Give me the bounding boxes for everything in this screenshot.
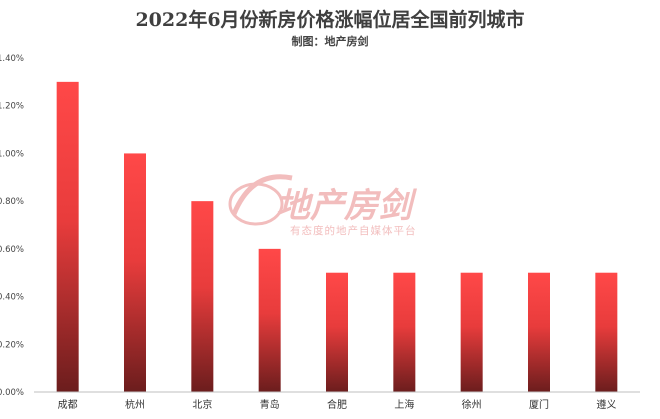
y-tick-label: 1.00% [0,149,24,159]
y-tick-label: 0.40% [0,293,24,303]
x-tick-label: 徐州 [462,398,482,411]
x-tick-label: 成都 [58,399,78,411]
watermark-slogan: 有态度的地产自媒体平台 [290,224,417,237]
x-tick-label: 杭州 [125,398,145,411]
bar-徐州 [460,272,483,392]
y-axis: 0.00% 0.20% 0.40% 0.60% 0.80% 1.00% 1.20% 1.40% [0,54,24,398]
bar-成都 [56,81,79,392]
y-tick-label: 0.20% [0,340,24,350]
x-tick-label: 合肥 [327,398,347,411]
bar-合肥 [326,272,348,392]
x-tick-label: 青岛 [260,398,280,411]
watermark-logo-icon [228,174,293,226]
watermark: 地产房剑 有态度的地产自媒体平台 [228,174,417,237]
y-tick-label: 0.00% [0,388,24,398]
x-axis: 成都 杭州 北京 青岛 合肥 上海 徐州 厦门 遵义 [34,391,640,411]
y-tick-label: 0.60% [0,245,24,255]
chart-title: 2022年6月份新房价格涨幅位居全国前列城市 [135,8,524,31]
y-tick-label: 1.40% [0,54,24,64]
bar-遵义 [595,272,618,392]
bar-杭州 [124,153,146,392]
x-tick-label: 遵义 [596,398,616,411]
bars [56,81,618,392]
chart-subtitle: 制图：地产房剑 [292,34,369,48]
bar-青岛 [258,248,281,392]
x-tick-label: 上海 [394,398,414,411]
x-tick-label: 北京 [192,398,212,411]
bar-上海 [393,272,416,392]
y-tick-label: 0.80% [0,197,24,207]
x-tick-label: 厦门 [529,398,549,411]
bar-北京 [191,201,214,392]
watermark-brand: 地产房剑 [276,186,417,226]
y-tick-label: 1.20% [0,102,24,112]
bar-厦门 [528,272,550,392]
